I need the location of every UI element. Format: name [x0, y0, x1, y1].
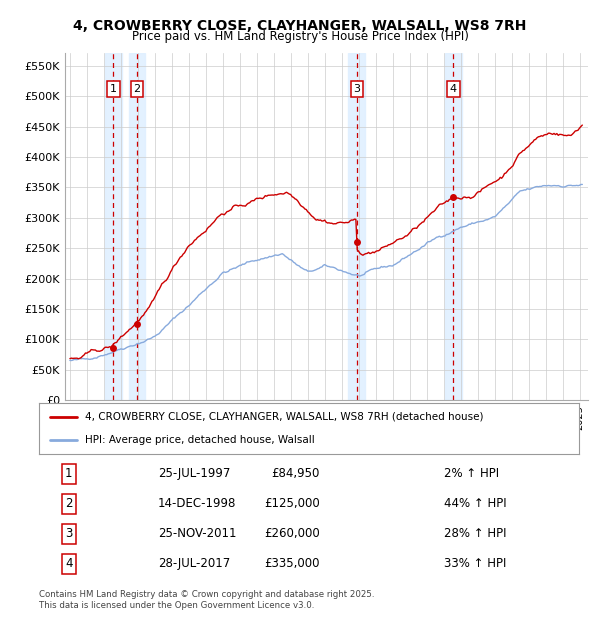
Text: 4, CROWBERRY CLOSE, CLAYHANGER, WALSALL, WS8 7RH: 4, CROWBERRY CLOSE, CLAYHANGER, WALSALL,… — [73, 19, 527, 33]
Bar — [445, 53, 462, 400]
Text: 2: 2 — [65, 497, 73, 510]
Text: 3: 3 — [353, 84, 361, 94]
Text: HPI: Average price, detached house, Walsall: HPI: Average price, detached house, Wals… — [85, 435, 314, 445]
Text: Contains HM Land Registry data © Crown copyright and database right 2025.
This d: Contains HM Land Registry data © Crown c… — [39, 590, 374, 609]
Text: 25-JUL-1997: 25-JUL-1997 — [158, 467, 230, 481]
Text: 28% ↑ HPI: 28% ↑ HPI — [444, 528, 506, 540]
Text: Price paid vs. HM Land Registry's House Price Index (HPI): Price paid vs. HM Land Registry's House … — [131, 30, 469, 43]
Text: 25-NOV-2011: 25-NOV-2011 — [158, 528, 236, 540]
Bar — [128, 53, 145, 400]
Text: 28-JUL-2017: 28-JUL-2017 — [158, 557, 230, 570]
Text: 1: 1 — [65, 467, 73, 481]
Text: 1: 1 — [110, 84, 117, 94]
Text: 4, CROWBERRY CLOSE, CLAYHANGER, WALSALL, WS8 7RH (detached house): 4, CROWBERRY CLOSE, CLAYHANGER, WALSALL,… — [85, 412, 484, 422]
Text: £335,000: £335,000 — [265, 557, 320, 570]
Text: £260,000: £260,000 — [264, 528, 320, 540]
Bar — [349, 53, 365, 400]
Text: 4: 4 — [450, 84, 457, 94]
Text: 44% ↑ HPI: 44% ↑ HPI — [444, 497, 506, 510]
Text: £125,000: £125,000 — [264, 497, 320, 510]
Text: 2: 2 — [133, 84, 140, 94]
Text: 14-DEC-1998: 14-DEC-1998 — [158, 497, 236, 510]
Text: 2% ↑ HPI: 2% ↑ HPI — [444, 467, 499, 481]
Text: 3: 3 — [65, 528, 73, 540]
Text: £84,950: £84,950 — [271, 467, 320, 481]
Bar — [105, 53, 122, 400]
Text: 4: 4 — [65, 557, 73, 570]
Text: 33% ↑ HPI: 33% ↑ HPI — [444, 557, 506, 570]
